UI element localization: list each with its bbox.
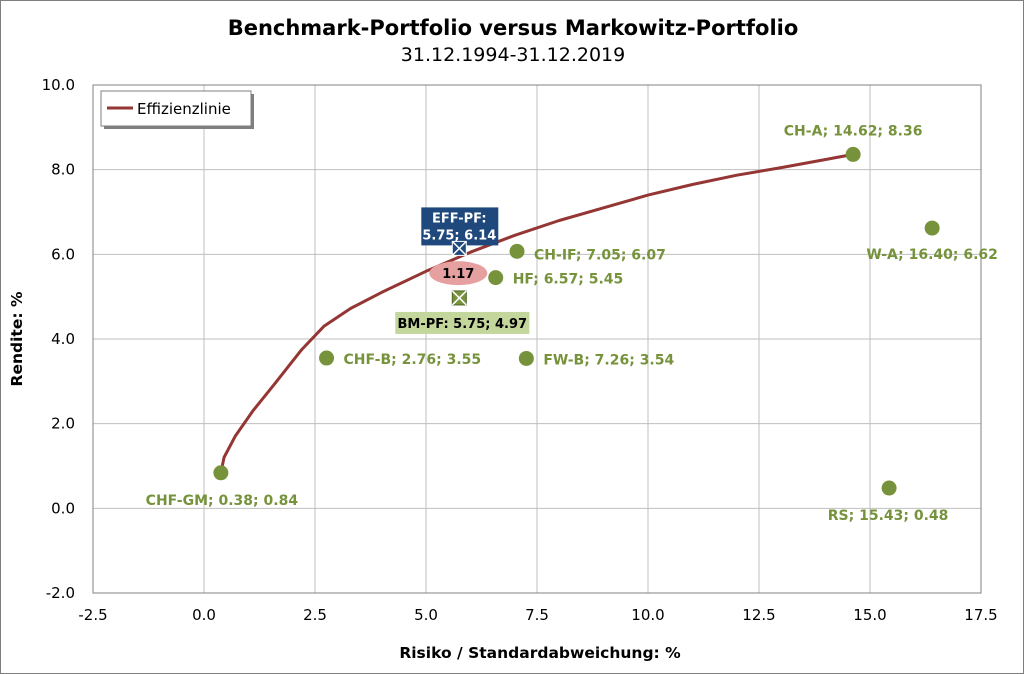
x-tick-label: 5.0: [414, 606, 438, 624]
x-tick-label: 12.5: [742, 606, 775, 624]
data-label-w-a: W-A; 16.40; 6.62: [866, 247, 998, 263]
marker-cross-b: [451, 240, 467, 256]
y-axis-title: Rendite: %: [8, 291, 26, 386]
data-point-fw-b: [518, 350, 534, 366]
y-tick-label: 6.0: [51, 245, 75, 263]
data-point-rs: [881, 480, 897, 496]
marker-cross-b: [451, 290, 467, 306]
bm-pf-label-box: [395, 311, 530, 334]
data-point-hf: [488, 270, 504, 286]
data-point-chf-b: [319, 350, 335, 366]
portfolio-markers: EFF-PF: 5.75; 6.14 1.17 BM-PF: 5.75; 4.9…: [395, 207, 530, 334]
legend: Effizienzlinie: [100, 90, 254, 129]
data-label-fw-b: FW-B; 7.26; 3.54: [543, 352, 674, 368]
eff-pf-label-box: [421, 207, 499, 246]
x-axis-ticks: -2.5 0.0 2.5 5.0 7.5 10.0 12.5 15.0 17.5: [78, 606, 997, 624]
difference-ellipse: [429, 261, 488, 286]
chart-subtitle: 31.12.1994-31.12.2019: [401, 44, 625, 66]
x-tick-label: 2.5: [303, 606, 327, 624]
data-points: CH-A; 14.62; 8.36 W-A; 16.40; 6.62 CH-IF; …: [146, 123, 998, 524]
x-tick-label: 10.0: [631, 606, 664, 624]
y-tick-label: 4.0: [51, 330, 75, 348]
bm-pf-label: BM-PF: 5.75; 4.97: [398, 317, 528, 332]
data-point-ch-a: [845, 146, 861, 162]
x-tick-label: 7.5: [525, 606, 549, 624]
x-tick-label: 0.0: [192, 606, 216, 624]
data-label-ch-if: CH-IF; 7.05; 6.07: [534, 247, 666, 263]
y-tick-label: 2.0: [51, 415, 75, 433]
data-point-chf-gm: [213, 465, 229, 481]
data-label-chf-b: CHF-B; 2.76; 3.55: [344, 352, 482, 368]
y-tick-label: 8.0: [51, 161, 75, 179]
x-tick-label: 17.5: [964, 606, 997, 624]
x-tick-label: 15.0: [853, 606, 886, 624]
difference-value: 1.17: [442, 267, 474, 282]
data-label-hf: HF; 6.57; 5.45: [513, 272, 624, 288]
y-tick-label: -2.0: [46, 584, 75, 602]
y-axis-ticks: -2.0 0.0 2.0 4.0 6.0 8.0 10.0: [42, 76, 75, 602]
x-axis-title: Risiko / Standardabweichung: %: [399, 644, 681, 662]
data-point-ch-if: [509, 243, 525, 259]
x-tick-label: -2.5: [78, 606, 107, 624]
frontier-line: [219, 152, 854, 474]
eff-pf-marker: [451, 240, 467, 256]
eff-pf-label-line1: EFF-PF:: [432, 211, 487, 226]
legend-entry-effizienzlinie: Effizienzlinie: [137, 100, 231, 118]
data-point-w-a: [924, 220, 940, 236]
bm-pf-marker: [451, 290, 467, 306]
plot-area-border: [92, 84, 982, 594]
chart-title: Benchmark-Portfolio versus Markowitz-Por…: [228, 16, 799, 40]
eff-pf-label-line2: 5.75; 6.14: [422, 228, 496, 243]
data-label-chf-gm: CHF-GM; 0.38; 0.84: [146, 493, 299, 509]
data-label-ch-a: CH-A; 14.62; 8.36: [784, 123, 923, 139]
y-tick-label: 10.0: [42, 76, 75, 94]
data-label-rs: RS; 15.43; 0.48: [828, 508, 949, 524]
y-tick-label: 0.0: [51, 499, 75, 517]
